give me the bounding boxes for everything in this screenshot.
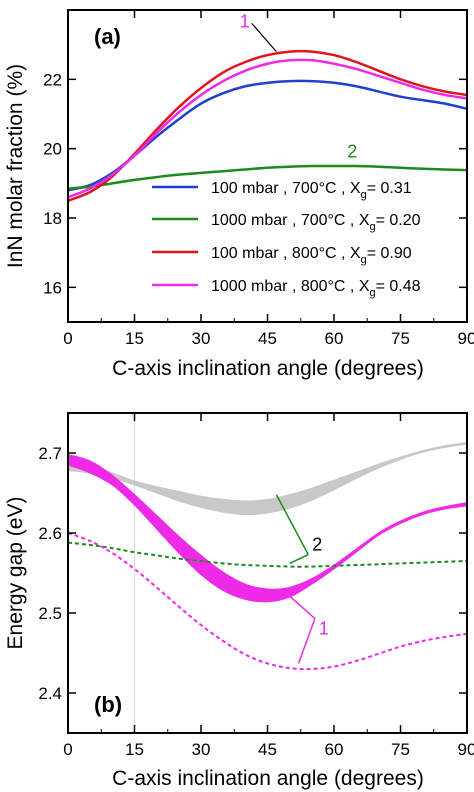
panel-b-ytick-label: 2.7: [38, 444, 62, 463]
panel-a-label: (a): [94, 24, 121, 49]
panel-a-xtick-label: 30: [192, 329, 211, 348]
panel-b-label: (b): [94, 692, 122, 717]
panel-b-ytick-label: 2.6: [38, 524, 62, 543]
panel-a-legend-entry: 100 mbar , 700°C , Xg= 0.31: [211, 180, 412, 201]
panel-a-chart: 0 15 30 45 60 75 90 16 18 20 22 (a) InN molar frac…: [4, 9, 474, 380]
panel-a-annotation-leader: [251, 22, 277, 52]
panel-b-annotation-leader: [297, 618, 316, 664]
panel-b-xtick-label: 60: [325, 740, 344, 759]
panel-a-xtick-label: 90: [458, 329, 474, 348]
panel-a-series-line: [68, 79, 467, 192]
panel-a-xlabel: C-axis inclination angle (degrees): [112, 357, 424, 380]
panel-b-xlabel: C-axis inclination angle (degrees): [112, 767, 424, 790]
panel-a-series-line: [68, 58, 467, 199]
panel-a-legend-entry: 1000 mbar , 800°C , Xg= 0.48: [211, 278, 421, 299]
panel-b-annotation-leader: [289, 595, 316, 620]
panel-a-xtick-label: 75: [391, 329, 410, 348]
panel-b-annotation-leader: [275, 494, 309, 555]
panel-b-xtick-label: 75: [391, 740, 410, 759]
panel-a-xtick-label: 45: [258, 329, 277, 348]
panel-b-annotation: 1: [319, 619, 329, 639]
panel-b-xtick-label: 0: [63, 740, 72, 759]
panel-a-xtick-label: 15: [125, 329, 144, 348]
panel-b-xtick-label: 90: [458, 740, 474, 759]
panel-b-ylabel: Energy gap (eV): [4, 497, 27, 650]
panel-a-xtick-label: 60: [325, 329, 344, 348]
panel-b-ytick-label: 2.5: [38, 604, 62, 623]
panel-b-series-dashed: [68, 541, 467, 568]
panel-b-chart: 0 15 30 45 60 75 90 2.4 2.5 2.6 2.7 (b) Energy gap…: [4, 412, 474, 790]
panel-a-ytick-label: 20: [43, 140, 62, 159]
panel-b-series-band: [68, 442, 467, 516]
panel-a-series-line: [68, 164, 467, 190]
panel-a-legend-entry: 1000 mbar , 700°C , Xg= 0.20: [211, 212, 421, 233]
panel-b-frame: [67, 412, 468, 734]
panel-b-xtick-label: 45: [258, 740, 277, 759]
panel-a-series-line: [68, 49, 467, 202]
panel-b-series-dashed: [68, 532, 467, 671]
panel-a-annotation: 2: [347, 141, 357, 161]
panel-b-xtick-label: 15: [125, 740, 144, 759]
panel-a-legend: 100 mbar , 700°C , Xg= 0.31 1000 mbar , 7…: [152, 180, 421, 299]
panel-a-legend-entry: 100 mbar , 800°C , Xg= 0.90: [211, 245, 412, 266]
panel-b-annotation-leader: [289, 553, 309, 565]
panel-a-frame: [67, 9, 468, 323]
panel-a-ylabel: InN molar fraction (%): [4, 64, 27, 268]
panel-b-ytick-label: 2.4: [38, 684, 62, 703]
panel-a-ytick-label: 22: [43, 70, 62, 89]
panel-b-annotation: 2: [312, 535, 322, 555]
panel-b-xtick-label: 30: [192, 740, 211, 759]
panel-a-annotation: 1: [240, 11, 250, 31]
panel-a-xtick-label: 0: [63, 329, 72, 348]
panel-a-ytick-label: 16: [43, 278, 62, 297]
panel-a-ytick-label: 18: [43, 209, 62, 228]
panel-b-series-band: [68, 454, 467, 603]
